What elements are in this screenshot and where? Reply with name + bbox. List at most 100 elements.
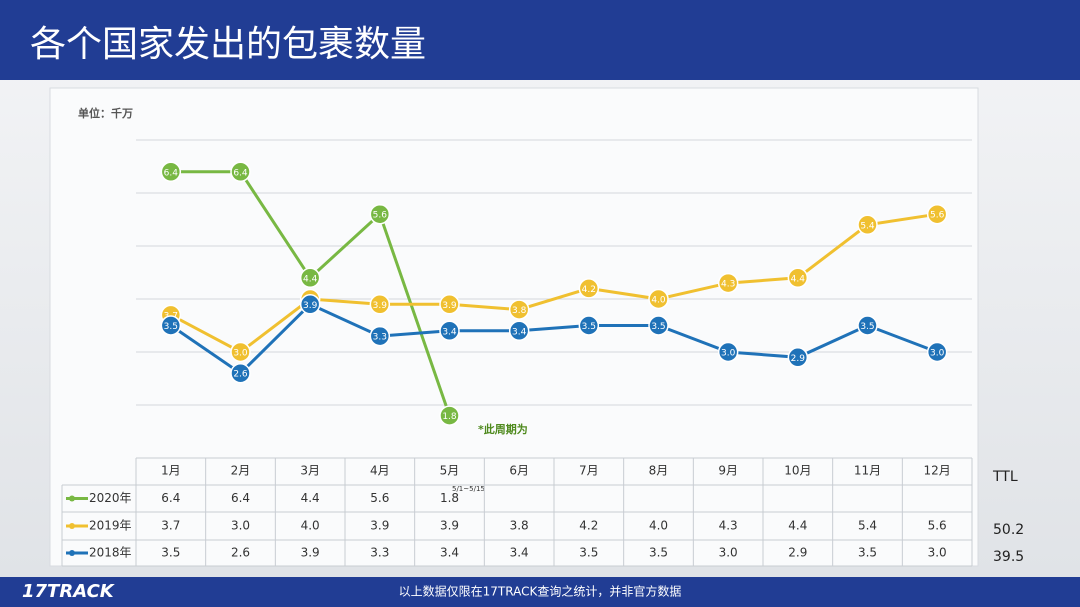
data-label: 2.6	[233, 370, 248, 380]
data-point	[648, 288, 669, 310]
chart: 1月 2月 3月 4月 5月 6月 7月 8月 9月 10月 11月 12月 6.4 6.4 4.4 5.6 1…	[61, 139, 1024, 567]
data-point	[369, 294, 391, 315]
x-tick-label: 5月	[440, 464, 460, 478]
table-cell: 1.8	[440, 491, 459, 505]
data-label: 3.5	[651, 322, 665, 332]
table-cell: 4.3	[719, 519, 738, 533]
data-label: 3.0	[930, 349, 945, 359]
x-tick-label: 3月	[300, 464, 320, 478]
data-label: 3.0	[721, 349, 736, 359]
table-cell: 5.6	[928, 519, 947, 533]
data-point	[299, 267, 321, 289]
data-label: 2.9	[791, 354, 806, 364]
total-cell: 50.2	[993, 522, 1024, 538]
data-point	[439, 320, 460, 342]
x-tick-label: 2月	[231, 464, 251, 478]
data-point	[299, 294, 321, 315]
table-cell: 2.9	[788, 546, 807, 560]
table-cell: 3.9	[301, 546, 320, 560]
x-tick-label: 6月	[509, 464, 529, 478]
data-label: 3.4	[442, 327, 457, 337]
x-tick-label: 8月	[649, 464, 669, 478]
legend-swatch	[69, 523, 75, 529]
data-point	[230, 362, 251, 384]
data-label: 5.6	[373, 211, 388, 221]
table-cell: 3.0	[928, 546, 947, 560]
data-label: 3.0	[233, 349, 248, 359]
table-cell: 3.5	[649, 546, 668, 560]
unit-label: 单位：千万	[78, 106, 133, 120]
footer-bar	[0, 577, 1080, 607]
data-label: 3.3	[373, 333, 387, 343]
table-cell: 3.4	[510, 546, 529, 560]
data-point	[578, 278, 600, 299]
table-cell: 6.4	[161, 491, 180, 505]
data-point	[648, 315, 669, 336]
data-point	[926, 341, 948, 363]
table-cell: 3.8	[510, 519, 529, 533]
table-cell: 3.4	[440, 546, 459, 560]
legend-label: 2020年	[89, 491, 132, 505]
table-cell: 3.5	[858, 546, 877, 560]
data-label: 3.9	[303, 301, 318, 311]
data-label: 1.8	[442, 412, 457, 422]
data-label: 3.5	[164, 322, 178, 332]
data-label: 4.4	[303, 274, 318, 284]
data-label: 3.5	[860, 322, 874, 332]
x-tick-label: 1月	[161, 464, 181, 478]
data-point	[857, 315, 878, 336]
data-point	[369, 203, 391, 225]
data-label: 4.2	[582, 285, 596, 295]
table-cell: 3.5	[579, 546, 598, 560]
total-cell: 39.5	[993, 549, 1024, 565]
data-label: 5.4	[860, 221, 875, 231]
data-label: 3.8	[512, 306, 527, 316]
data-point	[230, 341, 251, 363]
data-label: 4.4	[791, 274, 806, 284]
data-point	[439, 405, 460, 426]
table-cell: 3.3	[370, 546, 389, 560]
slide-title: 各个国家发出的包裹数量	[30, 24, 426, 65]
table-cell: 3.0	[231, 519, 250, 533]
table-cell: 3.5	[161, 546, 180, 560]
table-cell: 3.9	[440, 519, 459, 533]
table-cell: 4.4	[788, 519, 807, 533]
table-cell: 4.4	[301, 491, 320, 505]
data-label: 4.3	[721, 280, 735, 290]
data-point	[926, 203, 948, 225]
x-tick-label: 9月	[718, 464, 738, 478]
data-point	[717, 341, 739, 363]
data-label: 3.9	[442, 301, 457, 311]
data-label: 5.6	[930, 211, 945, 221]
total-header: TTL	[992, 469, 1018, 485]
data-label: 3.4	[512, 327, 527, 337]
annotation: *此周期为	[478, 422, 528, 436]
data-point	[717, 272, 739, 294]
data-label: 6.4	[233, 168, 248, 178]
legend-label: 2019年	[89, 519, 132, 533]
table-cell: 4.2	[579, 519, 598, 533]
data-label: 4.0	[651, 296, 666, 306]
data-point	[230, 161, 251, 183]
x-tick-label: 4月	[370, 464, 390, 478]
header-bar	[0, 0, 1080, 80]
table-cell: 5.6	[370, 491, 389, 505]
table-cell: 3.7	[161, 519, 180, 533]
x-tick-label: 7月	[579, 464, 599, 478]
data-point	[578, 315, 600, 336]
table-cell: 4.0	[301, 519, 320, 533]
data-point	[160, 161, 182, 183]
data-point	[439, 294, 460, 315]
footer-note: 以上数据仅限在17TRACK查询之统计，并非官方数据	[399, 584, 682, 599]
data-point	[369, 325, 391, 347]
table-cell: 3.0	[719, 546, 738, 560]
data-point	[508, 299, 530, 320]
data-label: 3.9	[373, 301, 388, 311]
data-point	[857, 214, 878, 236]
logo: 17TRACK	[22, 581, 116, 602]
data-point	[787, 267, 809, 289]
table-cell: 2.6	[231, 546, 250, 560]
data-label: 3.5	[582, 322, 596, 332]
period-note: 5/1~5/15	[452, 485, 485, 493]
